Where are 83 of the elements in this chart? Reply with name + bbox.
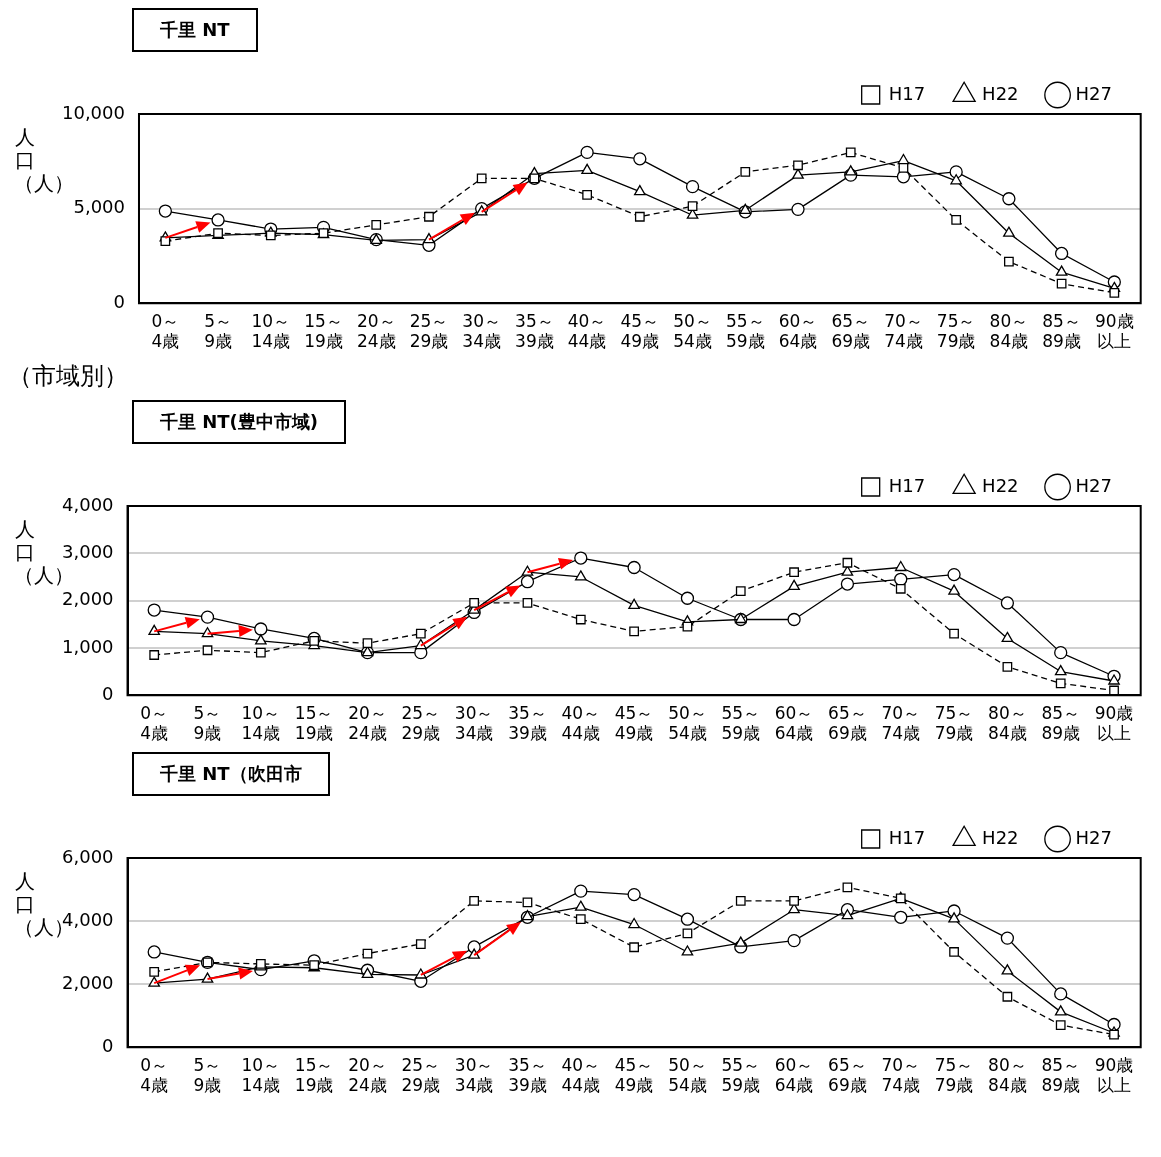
x-tick-label: 45～ 49歳 bbox=[614, 1054, 654, 1096]
x-tick-label: 50～ 54歳 bbox=[668, 1054, 707, 1096]
y-tick-label: 6,000 bbox=[62, 845, 114, 867]
y-tick-label: 0 bbox=[113, 290, 125, 312]
x-tick-label: 5～ 9歳 bbox=[193, 702, 222, 744]
x-tick-label: 15～ 19歳 bbox=[294, 702, 334, 744]
x-tick-label: 80～ 84歳 bbox=[988, 1054, 1027, 1096]
x-tick-label: 70～ 74歳 bbox=[881, 702, 921, 744]
x-tick-label: 40～ 44歳 bbox=[567, 310, 607, 352]
x-tick-label: 90歳以上 bbox=[1095, 310, 1134, 352]
legend-label: H17 bbox=[888, 82, 926, 104]
x-tick-label: 85～ 89歳 bbox=[1042, 310, 1081, 352]
x-tick-label: 5～ 9歳 bbox=[193, 1054, 222, 1096]
y-tick-label: 0 bbox=[102, 1034, 114, 1056]
y-tick-label: 0 bbox=[102, 682, 114, 704]
x-tick-label: 0～ 4歳 bbox=[151, 310, 180, 352]
x-tick-label: 90歳以上 bbox=[1094, 702, 1134, 744]
x-tick-label: 30～ 34歳 bbox=[462, 310, 501, 352]
x-tick-label: 75～ 79歳 bbox=[934, 1054, 974, 1096]
x-tick-label: 0～ 4歳 bbox=[140, 1054, 169, 1096]
x-tick-label: 10～ 14歳 bbox=[241, 1054, 281, 1096]
y-tick-label: 2,000 bbox=[62, 971, 114, 993]
chart-title: 千里 NT(豊中市域) bbox=[132, 400, 347, 444]
x-tick-label: 65～ 69歳 bbox=[831, 310, 871, 352]
y-tick-label: 5,000 bbox=[73, 196, 125, 218]
x-tick-label: 55～ 59歳 bbox=[721, 1054, 761, 1096]
x-tick-label: 20～ 24歳 bbox=[348, 702, 387, 744]
x-tick-label: 70～ 74歳 bbox=[881, 1054, 921, 1096]
x-tick-label: 80～ 84歳 bbox=[989, 310, 1029, 352]
x-tick-label: 75～ 79歳 bbox=[936, 310, 976, 352]
x-tick-label: 45～ 49歳 bbox=[620, 310, 660, 352]
x-tick-label: 25～ 29歳 bbox=[409, 310, 449, 352]
x-tick-label: 25～ 29歳 bbox=[401, 702, 441, 744]
legend-label: H27 bbox=[1075, 474, 1113, 496]
x-tick-label: 20～ 24歳 bbox=[356, 310, 396, 352]
x-tick-label: 35～ 39歳 bbox=[515, 310, 554, 352]
legend-label: H27 bbox=[1075, 826, 1113, 848]
chart-title: 千里 NT（吹田市 bbox=[132, 752, 330, 796]
y-tick-label: 2,000 bbox=[62, 588, 114, 610]
y-tick-label: 10,000 bbox=[62, 101, 125, 123]
x-tick-label: 90歳以上 bbox=[1094, 1054, 1134, 1096]
x-tick-label: 15～ 19歳 bbox=[304, 310, 343, 352]
x-tick-label: 55～ 59歳 bbox=[725, 310, 765, 352]
x-tick-label: 50～ 54歳 bbox=[668, 702, 707, 744]
legend-label: H22 bbox=[982, 82, 1019, 104]
x-tick-label: 25～ 29歳 bbox=[401, 1054, 441, 1096]
x-tick-label: 60～ 64歳 bbox=[774, 1054, 814, 1096]
x-tick-label: 65～ 69歳 bbox=[828, 702, 867, 744]
x-tick-label: 80～ 84歳 bbox=[988, 702, 1027, 744]
x-tick-label: 15～ 19歳 bbox=[294, 1054, 334, 1096]
x-tick-label: 65～ 69歳 bbox=[828, 1054, 867, 1096]
legend-label: H17 bbox=[888, 474, 926, 496]
x-tick-label: 60～ 64歳 bbox=[778, 310, 818, 352]
x-tick-label: 0～ 4歳 bbox=[140, 702, 169, 744]
legend-label: H17 bbox=[888, 826, 926, 848]
x-tick-label: 70～ 74歳 bbox=[884, 310, 923, 352]
legend-label: H27 bbox=[1075, 82, 1113, 104]
x-tick-label: 60～ 64歳 bbox=[774, 702, 814, 744]
legend-label: H22 bbox=[982, 826, 1019, 848]
y-tick-label: 4,000 bbox=[62, 908, 114, 930]
x-tick-label: 35～ 39歳 bbox=[508, 702, 547, 744]
x-tick-label: 75～ 79歳 bbox=[934, 702, 974, 744]
x-tick-label: 45～ 49歳 bbox=[614, 702, 654, 744]
x-tick-label: 30～ 34歳 bbox=[454, 1054, 494, 1096]
x-tick-label: 50～ 54歳 bbox=[673, 310, 712, 352]
x-tick-label: 10～ 14歳 bbox=[241, 702, 281, 744]
x-tick-label: 35～ 39歳 bbox=[508, 1054, 547, 1096]
legend-label: H22 bbox=[982, 474, 1019, 496]
x-tick-label: 40～ 44歳 bbox=[561, 1054, 601, 1096]
y-tick-label: 3,000 bbox=[62, 540, 114, 562]
chart-title: 千里 NT bbox=[132, 8, 258, 52]
x-tick-label: 30～ 34歳 bbox=[454, 702, 494, 744]
x-tick-label: 10～ 14歳 bbox=[251, 310, 291, 352]
x-tick-label: 20～ 24歳 bbox=[348, 1054, 387, 1096]
y-tick-label: 4,000 bbox=[62, 493, 114, 515]
text: （市域別） bbox=[8, 361, 129, 392]
y-tick-label: 1,000 bbox=[62, 635, 114, 657]
y-axis-title: 人口（人） bbox=[14, 125, 74, 195]
x-tick-label: 85～ 89歳 bbox=[1041, 702, 1081, 744]
x-tick-label: 40～ 44歳 bbox=[561, 702, 601, 744]
x-tick-label: 85～ 89歳 bbox=[1041, 1054, 1081, 1096]
x-tick-label: 5～ 9歳 bbox=[204, 310, 232, 352]
x-tick-label: 55～ 59歳 bbox=[721, 702, 761, 744]
